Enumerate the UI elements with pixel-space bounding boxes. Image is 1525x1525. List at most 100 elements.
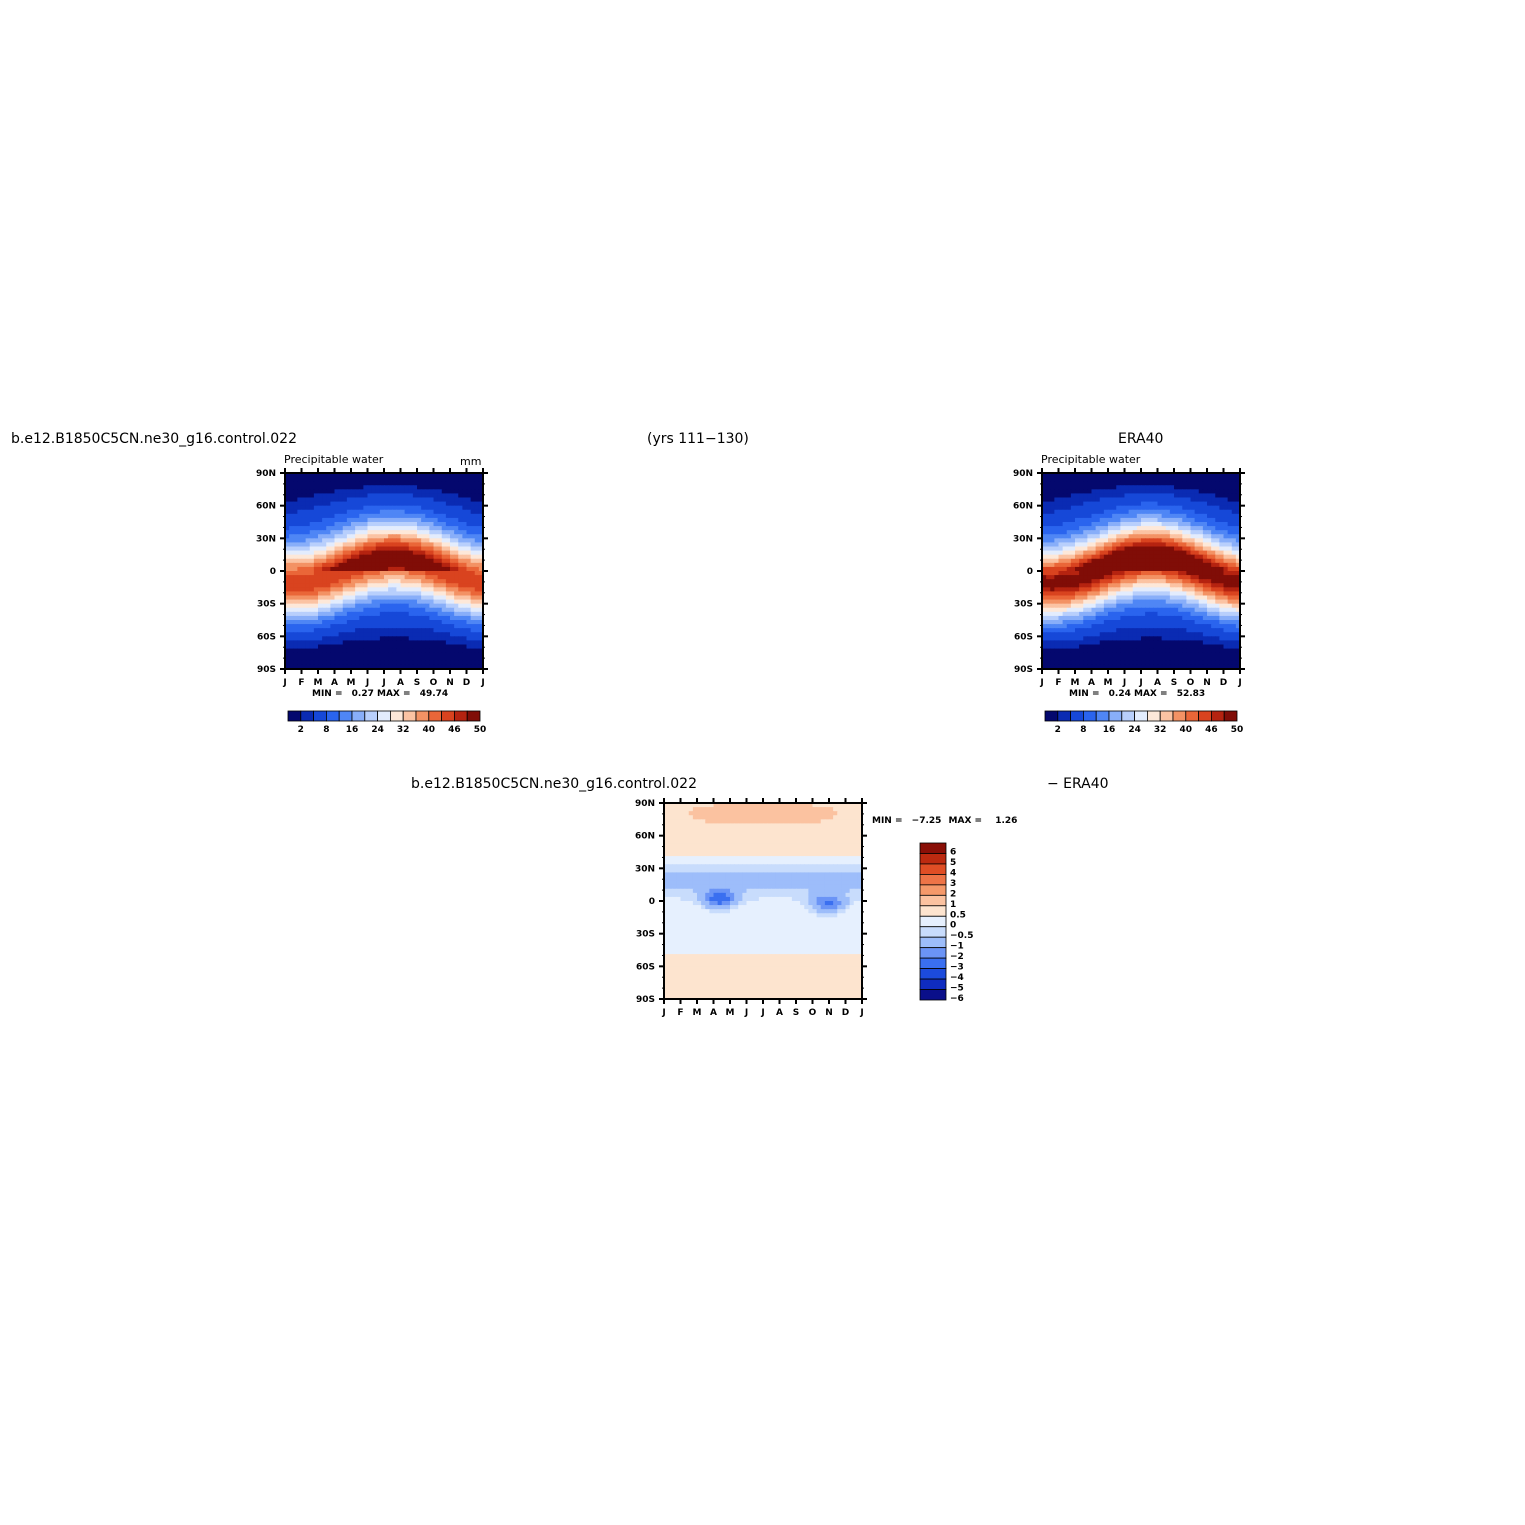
contour-cell xyxy=(379,611,385,617)
contour-cell xyxy=(470,522,476,527)
contour-cell xyxy=(301,522,307,527)
contour-cell xyxy=(425,481,430,486)
contour-cell xyxy=(470,575,476,580)
contour-cell xyxy=(474,489,480,495)
contour-cell xyxy=(1066,493,1072,499)
contour-cell xyxy=(359,497,364,503)
contour-cell xyxy=(1190,632,1196,637)
contour-cell xyxy=(346,526,352,531)
contour-cell xyxy=(450,501,455,507)
contour-cell xyxy=(289,607,294,613)
contour-cell xyxy=(408,636,414,642)
contour-cell xyxy=(1153,517,1159,523)
contour-cell xyxy=(355,644,360,650)
contour-cell xyxy=(1132,628,1138,633)
contour-cell xyxy=(1042,587,1047,593)
contour-cell xyxy=(1075,648,1080,654)
contour-cell xyxy=(775,803,781,808)
contour-cell xyxy=(1132,615,1138,621)
contour-cell xyxy=(412,615,418,621)
contour-cell xyxy=(301,571,307,576)
contour-cell xyxy=(1223,664,1229,670)
contour-cell xyxy=(1054,571,1060,576)
contour-cell xyxy=(1186,538,1192,544)
contour-cell xyxy=(359,477,364,482)
contour-cell xyxy=(1211,481,1216,486)
obs-max-value: 52.83 xyxy=(1176,689,1206,699)
contour-cell xyxy=(441,607,447,613)
contour-cell xyxy=(1112,554,1117,560)
contour-cell xyxy=(466,640,472,646)
contour-cell xyxy=(445,575,451,580)
contour-cell xyxy=(1165,546,1171,552)
contour-cell xyxy=(1054,501,1060,507)
contour-cell xyxy=(1219,620,1225,625)
contour-cell xyxy=(334,546,340,552)
contour-cell xyxy=(1054,485,1060,490)
contour-cell xyxy=(425,583,430,588)
contour-cell xyxy=(326,477,331,482)
contour-cell xyxy=(285,550,290,556)
contour-cell xyxy=(346,550,352,556)
contour-cell xyxy=(379,656,385,662)
contour-cell xyxy=(417,644,422,650)
contour-cell xyxy=(433,656,439,662)
contour-cell xyxy=(478,632,484,637)
contour-cell xyxy=(412,611,418,617)
contour-cell xyxy=(379,566,385,572)
contour-cell xyxy=(396,542,402,548)
contour-cell xyxy=(1207,656,1212,662)
contour-cell xyxy=(392,513,397,519)
contour-cell xyxy=(433,660,439,666)
contour-cell xyxy=(1207,640,1212,646)
contour-cell xyxy=(688,807,694,812)
contour-cell xyxy=(1202,583,1208,588)
contour-cell xyxy=(462,615,468,621)
contour-cell xyxy=(746,807,752,812)
contour-cell xyxy=(1153,575,1159,580)
contour-cell xyxy=(404,481,410,486)
contour-cell xyxy=(1112,644,1117,650)
obs-min-value: 0.24 xyxy=(1108,689,1131,699)
contour-cell xyxy=(326,501,331,507)
contour-cell xyxy=(746,803,752,808)
contour-cell xyxy=(289,599,294,605)
contour-cell xyxy=(429,558,435,564)
contour-cell xyxy=(1091,558,1097,564)
contour-cell xyxy=(363,595,369,601)
contour-cell xyxy=(1182,575,1187,580)
contour-cell xyxy=(1219,481,1225,486)
contour-cell xyxy=(375,505,381,511)
contour-cell xyxy=(462,595,468,601)
contour-cell xyxy=(664,803,669,808)
contour-cell xyxy=(1227,550,1233,556)
contour-cell xyxy=(367,624,373,629)
contour-cell xyxy=(1182,538,1187,544)
contour-cell xyxy=(293,522,298,527)
contour-cell xyxy=(1223,522,1229,527)
contour-cell xyxy=(1219,562,1225,568)
contour-cell xyxy=(1136,611,1142,617)
contour-cell xyxy=(363,558,369,564)
contour-cell xyxy=(433,607,439,613)
contour-cell xyxy=(462,481,468,486)
contour-cell xyxy=(1207,624,1212,629)
contour-cell xyxy=(1227,664,1233,670)
contour-cell xyxy=(1149,660,1154,666)
contour-cell xyxy=(1215,558,1220,564)
contour-cell xyxy=(1058,517,1064,523)
contour-cell xyxy=(1042,575,1047,580)
contour-cell xyxy=(285,530,290,535)
contour-cell xyxy=(1198,501,1204,507)
contour-cell xyxy=(1087,624,1093,629)
diff-max-label: MAX = xyxy=(948,816,983,826)
contour-cell xyxy=(441,477,447,482)
contour-cell xyxy=(1091,481,1097,486)
contour-cell xyxy=(417,566,422,572)
contour-cell xyxy=(441,530,447,535)
contour-cell xyxy=(1223,550,1229,556)
contour-cell xyxy=(330,624,336,629)
contour-cell xyxy=(338,530,344,535)
contour-cell xyxy=(1108,644,1113,650)
contour-cell xyxy=(462,517,468,523)
